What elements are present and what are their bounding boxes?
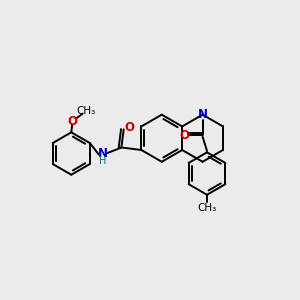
Text: CH₃: CH₃ xyxy=(76,106,96,116)
Text: H: H xyxy=(99,157,106,166)
Text: O: O xyxy=(68,115,78,128)
Text: methyl: methyl xyxy=(0,299,1,300)
Text: CH₃: CH₃ xyxy=(197,203,217,213)
Text: N: N xyxy=(98,147,108,160)
Text: O: O xyxy=(179,129,189,142)
Text: N: N xyxy=(198,108,208,121)
Text: O: O xyxy=(124,122,134,134)
